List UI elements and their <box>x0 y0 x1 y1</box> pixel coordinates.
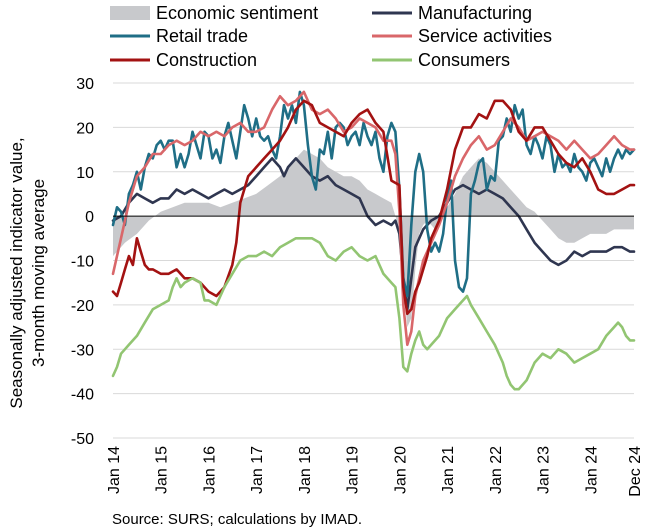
x-tick-label: Jan 20 <box>392 446 409 494</box>
legend-label: Service activities <box>418 26 552 46</box>
series-line-consumers <box>111 237 636 391</box>
source-note: Source: SURS; calculations by IMAD. <box>112 511 362 528</box>
legend-item-manufacturing: Manufacturing <box>372 3 532 23</box>
y-tick-label: -10 <box>71 254 94 271</box>
legend-item-consumers: Consumers <box>372 50 510 70</box>
area-layer <box>113 149 634 328</box>
y-tick-label: -40 <box>71 387 94 404</box>
y-axis-label-line2: 3-month moving average <box>29 179 48 367</box>
y-tick-label: 30 <box>76 76 94 93</box>
y-tick-label: -30 <box>71 342 94 359</box>
series-area-economic-sentiment <box>113 149 634 328</box>
x-tick-label: Jan 23 <box>536 446 553 494</box>
y-tick-label: 10 <box>76 165 94 182</box>
x-tick-label: Jan 24 <box>583 446 600 494</box>
legend-item-retail-trade: Retail trade <box>110 26 248 46</box>
y-axis-label-line1: Seasonally adjusted indicator value, <box>7 137 26 408</box>
y-tick-label: 0 <box>85 209 94 226</box>
x-tick-label: Jan 18 <box>297 446 314 494</box>
y-tick-label: -20 <box>71 298 94 315</box>
x-tick-label: Jan 17 <box>249 446 266 494</box>
series-line-construction <box>111 99 636 316</box>
y-tick-label: 20 <box>76 120 94 137</box>
series-line-retail-trade <box>111 90 636 298</box>
legend-label: Construction <box>156 50 257 70</box>
legend-label: Economic sentiment <box>156 3 318 23</box>
axes: 30 20 10 0 -10 -20 -30 -40 -50 Jan 14 Jan 15 Jan 16… <box>71 76 644 497</box>
x-tick-label: Jan 14 <box>106 446 123 494</box>
legend-label: Manufacturing <box>418 3 532 23</box>
x-tick-label: Jan 19 <box>345 446 362 494</box>
series-line-manufacturing <box>111 157 636 311</box>
x-tick-label: Jan 22 <box>488 446 505 494</box>
x-tick-label: Jan 21 <box>440 446 457 494</box>
line-layer <box>111 90 636 391</box>
x-tick-label: Jan 15 <box>154 446 171 494</box>
legend: Economic sentiment Manufacturing Retail tr… <box>110 3 552 70</box>
y-tick-label: -50 <box>71 431 94 448</box>
x-tick-label: Jan 16 <box>202 446 219 494</box>
legend-item-service-activities: Service activities <box>372 26 552 46</box>
legend-item-economic-sentiment: Economic sentiment <box>110 3 318 23</box>
legend-item-construction: Construction <box>110 50 257 70</box>
series-line-service-activities <box>111 90 636 347</box>
legend-swatch <box>110 6 150 20</box>
grid <box>113 82 634 439</box>
legend-label: Retail trade <box>156 26 248 46</box>
x-tick-label: Dec 24 <box>627 446 644 497</box>
legend-label: Consumers <box>418 50 510 70</box>
